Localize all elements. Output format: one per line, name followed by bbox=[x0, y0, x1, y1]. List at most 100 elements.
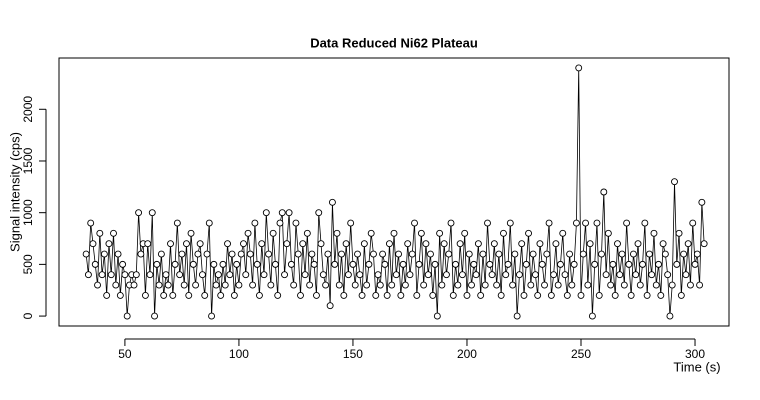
data-point bbox=[349, 260, 357, 268]
data-point bbox=[424, 271, 432, 279]
data-point bbox=[278, 209, 286, 217]
data-point bbox=[372, 291, 380, 299]
data-point bbox=[700, 240, 708, 248]
data-point bbox=[433, 312, 441, 320]
data-point bbox=[82, 250, 90, 258]
data-point bbox=[399, 260, 407, 268]
data-point bbox=[233, 260, 241, 268]
data-point bbox=[379, 250, 387, 258]
data-point bbox=[157, 250, 165, 258]
data-point bbox=[265, 250, 273, 258]
data-point bbox=[684, 240, 692, 248]
data-point bbox=[511, 250, 519, 258]
data-point bbox=[513, 312, 521, 320]
data-point bbox=[116, 291, 124, 299]
data-point bbox=[240, 240, 247, 248]
data-point bbox=[176, 271, 184, 279]
data-point bbox=[600, 188, 608, 196]
data-point bbox=[171, 260, 179, 268]
data-point bbox=[194, 250, 202, 258]
data-point bbox=[408, 250, 416, 258]
data-point bbox=[454, 281, 462, 289]
data-point bbox=[180, 281, 188, 289]
data-point bbox=[96, 229, 104, 237]
data-point bbox=[107, 271, 115, 279]
data-point bbox=[529, 250, 537, 258]
data-point bbox=[401, 281, 409, 289]
data-point bbox=[335, 281, 343, 289]
data-point bbox=[201, 291, 209, 299]
data-point bbox=[301, 271, 309, 279]
data-point bbox=[436, 229, 444, 237]
data-point bbox=[385, 240, 393, 248]
data-point bbox=[422, 240, 430, 248]
data-point bbox=[563, 291, 571, 299]
data-point bbox=[119, 260, 127, 268]
data-point bbox=[274, 291, 282, 299]
data-point bbox=[328, 198, 336, 206]
data-point bbox=[310, 260, 318, 268]
x-tick-label: 50 bbox=[118, 347, 132, 361]
data-point bbox=[449, 291, 457, 299]
data-point bbox=[151, 312, 159, 320]
data-point bbox=[470, 260, 478, 268]
data-point bbox=[463, 291, 471, 299]
data-point bbox=[303, 229, 311, 237]
plot-box bbox=[58, 57, 730, 327]
data-point bbox=[338, 250, 345, 258]
x-tick-label: 100 bbox=[229, 347, 249, 361]
data-point bbox=[522, 260, 530, 268]
data-point bbox=[657, 291, 665, 299]
data-point bbox=[645, 250, 653, 258]
data-point bbox=[495, 250, 503, 258]
data-point bbox=[502, 271, 510, 279]
data-point bbox=[162, 271, 170, 279]
data-point bbox=[360, 240, 368, 248]
data-point bbox=[226, 271, 234, 279]
data-point bbox=[167, 240, 174, 248]
data-point bbox=[666, 312, 674, 320]
data-point bbox=[561, 271, 569, 279]
data-point bbox=[664, 271, 672, 279]
data-point bbox=[575, 64, 583, 72]
data-point bbox=[313, 291, 320, 299]
data-point bbox=[698, 198, 706, 206]
data-point bbox=[680, 250, 688, 258]
data-point bbox=[381, 260, 389, 268]
x-tick-label: 250 bbox=[571, 347, 591, 361]
data-point bbox=[518, 240, 526, 248]
data-point bbox=[319, 271, 327, 279]
data-point bbox=[675, 229, 683, 237]
data-point bbox=[643, 291, 651, 299]
data-point bbox=[531, 271, 539, 279]
data-point bbox=[390, 229, 398, 237]
data-point bbox=[468, 281, 475, 289]
data-point bbox=[214, 271, 222, 279]
data-point bbox=[671, 178, 678, 186]
data-point bbox=[591, 260, 599, 268]
data-point bbox=[438, 281, 446, 289]
data-point bbox=[636, 281, 644, 289]
y-axis-label: Signal intensity (cps) bbox=[7, 132, 22, 252]
data-point bbox=[246, 250, 254, 258]
data-point bbox=[141, 291, 149, 299]
data-point bbox=[431, 260, 439, 268]
data-point bbox=[392, 271, 400, 279]
data-point bbox=[146, 271, 154, 279]
data-point bbox=[242, 271, 250, 279]
data-point bbox=[641, 219, 649, 227]
data-point bbox=[534, 291, 542, 299]
data-point bbox=[586, 240, 594, 248]
data-point bbox=[602, 271, 610, 279]
data-point bbox=[598, 250, 605, 258]
data-point bbox=[228, 250, 236, 258]
data-point bbox=[237, 250, 245, 258]
data-point bbox=[269, 229, 277, 237]
data-point bbox=[114, 250, 122, 258]
data-point bbox=[262, 209, 270, 217]
data-point bbox=[474, 240, 482, 248]
data-point bbox=[230, 291, 238, 299]
data-point bbox=[497, 291, 505, 299]
data-point bbox=[89, 240, 97, 248]
